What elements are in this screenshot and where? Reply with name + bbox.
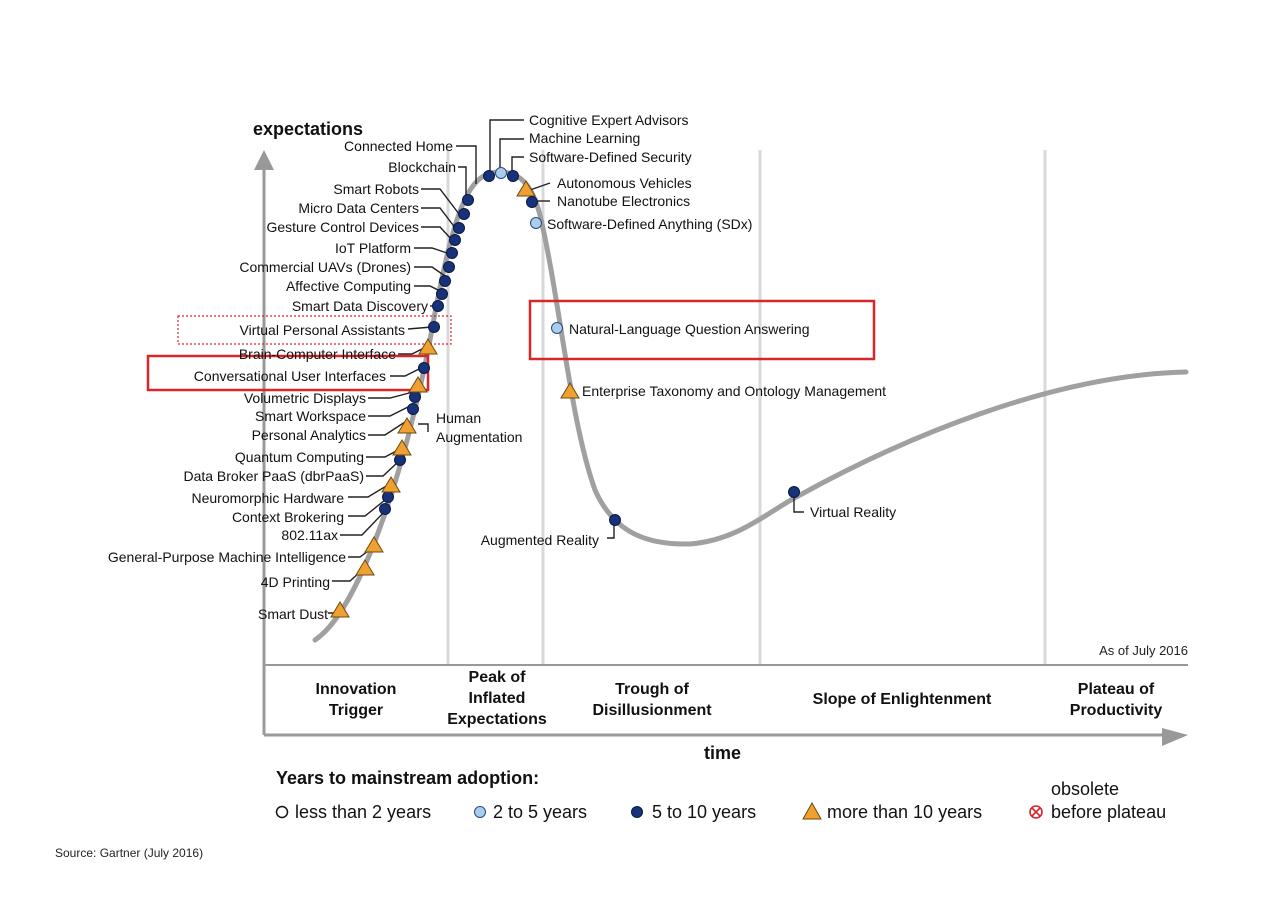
tech-label: Virtual Personal Assistants <box>240 322 406 338</box>
legend-title: Years to mainstream adoption: <box>276 768 539 788</box>
marker-smart-data-discovery <box>432 300 444 312</box>
marker-dbrpaas <box>394 454 406 466</box>
tech-label: Natural-Language Question Answering <box>569 321 810 337</box>
tech-labels: Smart Dust 4D Printing General-Purpose M… <box>108 112 896 622</box>
tech-label: 802.11ax <box>281 527 338 543</box>
legend-label: before plateau <box>1051 802 1166 822</box>
phase-label: Trough of Disillusionment <box>592 681 712 719</box>
tech-label: Smart Workspace <box>255 408 366 424</box>
marker-gesture-control <box>446 247 458 259</box>
marker-neuromorphic-hardware <box>381 476 401 493</box>
y-axis-title: expectations <box>253 119 363 139</box>
tech-label: Machine Learning <box>529 130 640 146</box>
marker-iot-platform <box>443 261 455 273</box>
tech-label: Quantum Computing <box>235 449 364 465</box>
as-of-label: As of July 2016 <box>1099 643 1188 658</box>
tech-label: Nanotube Electronics <box>557 193 690 209</box>
y-axis-arrow-icon <box>254 150 274 170</box>
tech-label: Volumetric Displays <box>244 390 366 406</box>
highlight-box-vpa <box>177 315 452 345</box>
marker-smart-dust <box>330 601 350 618</box>
marker-autonomous-vehicles <box>516 180 536 197</box>
marker-gpmi <box>364 536 384 553</box>
marker-smart-robots <box>453 222 465 234</box>
marker-micro-data-centers <box>449 234 461 246</box>
marker-quantum-computing <box>392 439 412 456</box>
marker-connected-home <box>462 194 474 206</box>
legend-label: more than 10 years <box>827 802 982 822</box>
x-axis-title: time <box>704 743 741 763</box>
highlight-box-cui <box>146 354 430 392</box>
legend-white-circle-icon <box>275 805 289 819</box>
tech-label: Cognitive Expert Advisors <box>529 112 689 128</box>
marker-commercial-uavs <box>439 275 451 287</box>
x-axis-arrow-icon <box>1162 728 1188 746</box>
legend-label: obsolete <box>1051 779 1119 799</box>
tech-label: Software-Defined Security <box>529 149 692 165</box>
tech-label: Micro Data Centers <box>298 200 419 216</box>
legend-label: 5 to 10 years <box>652 802 756 822</box>
highlight-box-nlqa <box>528 299 876 361</box>
marker-virtual-personal-assistants <box>428 321 440 333</box>
tech-label: Affective Computing <box>286 278 411 294</box>
marker-80211ax <box>379 503 391 515</box>
tech-label: Brain-Computer Interface <box>239 346 396 362</box>
marker-sdx <box>530 217 542 229</box>
marker-blockchain <box>458 208 470 220</box>
source-note: Source: Gartner (July 2016) <box>55 846 203 860</box>
tech-label: Smart Dust <box>258 606 328 622</box>
legend: Years to mainstream adoption: less than … <box>275 768 1166 822</box>
marker-virtual-reality <box>788 486 800 498</box>
tech-label: Connected Home <box>344 138 453 154</box>
marker-augmented-reality <box>609 514 621 526</box>
tech-label-human-augmentation: Human Augmentation <box>436 410 522 445</box>
tech-label: IoT Platform <box>335 240 411 256</box>
legend-lightblue-circle-icon <box>474 806 486 818</box>
tech-label: Gesture Control Devices <box>266 219 419 235</box>
legend-obsolete-icon <box>1029 805 1043 819</box>
marker-smart-workspace <box>409 391 421 403</box>
tech-label: Virtual Reality <box>810 504 896 520</box>
tech-label: Data Broker PaaS (dbrPaaS) <box>183 468 364 484</box>
tech-label: Smart Robots <box>333 181 419 197</box>
legend-label: less than 2 years <box>295 802 431 822</box>
marker-brain-computer-interface <box>418 338 438 355</box>
marker-context-brokering <box>382 491 394 503</box>
marker-personal-analytics <box>407 403 419 415</box>
tech-label: Conversational User Interfaces <box>194 368 386 384</box>
marker-conversational-ui <box>418 362 430 374</box>
marker-nlqa <box>551 322 563 334</box>
tech-label: 4D Printing <box>261 574 330 590</box>
markers <box>330 167 800 618</box>
tech-label: Context Brokering <box>232 509 344 525</box>
tech-label: General-Purpose Machine Intelligence <box>108 549 346 565</box>
tech-label: Autonomous Vehicles <box>557 175 692 191</box>
phase-label: Slope of Enlightenment <box>813 691 992 708</box>
marker-volumetric-displays <box>408 376 428 393</box>
tech-label: Commercial UAVs (Drones) <box>239 259 411 275</box>
marker-software-defined-security <box>507 170 519 182</box>
marker-machine-learning <box>495 167 507 179</box>
marker-human-augmentation <box>397 417 417 434</box>
tech-label: Smart Data Discovery <box>292 298 428 314</box>
marker-affective-computing <box>436 288 448 300</box>
hype-curve <box>312 169 1189 643</box>
marker-nanotube-electronics <box>526 196 538 208</box>
marker-cognitive-expert-advisors <box>483 170 495 182</box>
tech-label: Neuromorphic Hardware <box>191 490 344 506</box>
phase-label: Peak of Inflated Expectations <box>447 669 547 728</box>
tech-label: Software-Defined Anything (SDx) <box>547 216 752 232</box>
marker-4d-printing <box>355 559 375 576</box>
phase-label: Innovation Trigger <box>316 681 397 719</box>
marker-enterprise-taxonomy <box>560 382 580 399</box>
tech-label: Enterprise Taxonomy and Ontology Managem… <box>582 383 886 399</box>
legend-label: 2 to 5 years <box>493 802 587 822</box>
tech-label: Augmented Reality <box>481 532 599 548</box>
legend-navy-circle-icon <box>631 806 643 818</box>
tech-label: Blockchain <box>388 159 456 175</box>
phase-label: Plateau of Productivity <box>1070 681 1163 719</box>
legend-orange-triangle-icon <box>802 801 822 820</box>
tech-label: Personal Analytics <box>252 427 366 443</box>
